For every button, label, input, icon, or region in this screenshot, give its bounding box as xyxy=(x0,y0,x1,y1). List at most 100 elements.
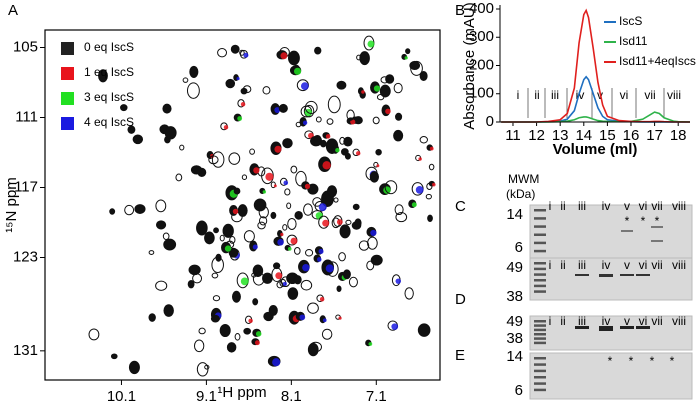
peak xyxy=(155,220,167,230)
lane-label: vi xyxy=(639,258,648,272)
lane-label: iv xyxy=(602,258,611,272)
marker-label: 49 xyxy=(506,259,523,276)
fraction-label: ii xyxy=(534,88,539,102)
peak xyxy=(262,86,271,95)
ladder-band xyxy=(534,209,546,212)
peak xyxy=(393,129,404,142)
mwm-unit: (kDa) xyxy=(506,187,535,201)
peak-shift xyxy=(418,157,422,161)
peak xyxy=(196,220,208,236)
peak xyxy=(229,235,236,244)
protein-band xyxy=(651,226,663,228)
band-star: * xyxy=(650,354,655,368)
y-axis-label: Absorbance (mAU) xyxy=(461,2,478,130)
peak xyxy=(278,103,288,113)
peak xyxy=(419,70,428,82)
peak xyxy=(231,290,241,303)
peak-shift xyxy=(255,331,262,337)
peak xyxy=(326,118,334,125)
y-tick-label: 111 xyxy=(15,108,38,125)
peak xyxy=(243,230,255,243)
lane-label: iv xyxy=(602,314,611,328)
protein-band xyxy=(620,274,634,276)
peak xyxy=(370,254,383,266)
series-line xyxy=(501,111,691,123)
peak xyxy=(233,187,241,195)
protein-band xyxy=(651,240,663,242)
peak-shift xyxy=(322,318,327,323)
mwm-label: MWM xyxy=(508,172,539,186)
peak xyxy=(287,217,297,230)
ladder-band xyxy=(534,233,546,236)
protein-band xyxy=(636,326,650,329)
peak xyxy=(213,227,219,234)
peak xyxy=(353,116,363,125)
peak xyxy=(303,104,315,118)
peak-shift xyxy=(274,145,282,153)
ladder-band xyxy=(534,369,546,373)
peak-shift xyxy=(275,272,283,280)
legend-label: IscS xyxy=(619,14,642,28)
peak xyxy=(304,100,318,114)
peak xyxy=(375,148,382,156)
lane-label: ii xyxy=(560,314,565,328)
peak-shift xyxy=(368,342,373,346)
band-star: * xyxy=(629,354,634,368)
peak-shift xyxy=(322,219,330,227)
peak xyxy=(380,76,389,84)
peak-shift xyxy=(325,264,334,273)
peak xyxy=(284,188,291,196)
gel xyxy=(529,315,693,351)
peak xyxy=(162,103,172,114)
peak xyxy=(294,246,301,255)
peak-shift xyxy=(338,316,342,320)
marker-label: 14 xyxy=(506,348,523,365)
peak xyxy=(219,323,231,338)
marker-label: 6 xyxy=(515,239,523,256)
peak xyxy=(326,185,338,198)
legend-label: Isd11+4eqIscs xyxy=(619,54,696,68)
peak xyxy=(268,305,278,316)
peak xyxy=(338,252,346,262)
peak xyxy=(305,248,314,257)
peak-shift xyxy=(253,167,260,174)
lane-label: vii xyxy=(651,314,662,328)
band-star: * xyxy=(625,214,630,228)
lane-label: iii xyxy=(578,258,586,272)
peak-shift xyxy=(318,203,327,212)
protein-band xyxy=(621,230,633,232)
ladder-band xyxy=(534,279,546,282)
peak-shift xyxy=(240,102,246,107)
ladder-band xyxy=(534,249,546,253)
y-tick-label: 131 xyxy=(13,342,38,359)
peak xyxy=(428,163,435,171)
y-tick-label: 300 xyxy=(469,28,494,45)
x-tick-label: 10.1 xyxy=(107,388,136,401)
peak-shift xyxy=(322,161,331,170)
peak-shift xyxy=(302,263,310,272)
peak xyxy=(409,60,421,71)
peak xyxy=(182,77,189,83)
peak xyxy=(417,323,431,337)
peak xyxy=(336,80,347,90)
peak-shift xyxy=(376,164,380,168)
peak xyxy=(98,69,108,83)
band-star: * xyxy=(670,354,675,368)
peak xyxy=(270,211,277,219)
panel-label: B xyxy=(455,2,465,19)
peak-shift xyxy=(280,232,284,237)
peak xyxy=(307,342,319,357)
panel-label: A xyxy=(8,2,18,19)
peak xyxy=(190,165,203,175)
peak xyxy=(243,327,252,335)
peak xyxy=(258,216,268,226)
ladder-band xyxy=(534,284,546,288)
peak xyxy=(272,262,281,270)
peak xyxy=(384,180,398,195)
peak xyxy=(327,95,341,114)
lane-label: v xyxy=(624,258,630,272)
peak xyxy=(186,82,200,99)
ladder-band xyxy=(534,217,546,220)
spectrum xyxy=(88,35,436,377)
peak-shift xyxy=(373,85,381,92)
